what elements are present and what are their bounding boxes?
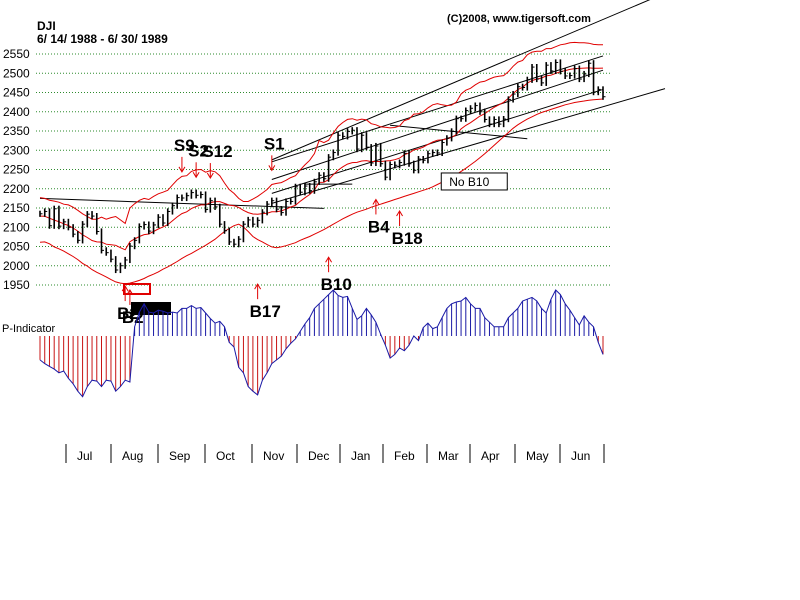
signal-arrowhead [206, 172, 214, 180]
y-tick-label: 2350 [3, 124, 30, 138]
no-b10-box [440, 172, 508, 191]
month-label: Oct [216, 449, 235, 463]
month-label: Aug [122, 449, 143, 463]
signal-label: B17 [250, 302, 281, 321]
chart-date-range: 6/ 14/ 1988 - 6/ 30/ 1989 [37, 32, 168, 46]
price-bars [39, 59, 606, 274]
signal-arrowhead [254, 283, 262, 290]
trading-bands [39, 41, 604, 285]
y-tick-label: 2500 [3, 66, 30, 80]
band-upper [39, 41, 603, 225]
y-tick-label: 2250 [3, 163, 30, 177]
signal-arrowhead [268, 165, 276, 172]
signal-label: S1 [264, 134, 285, 153]
y-tick-label: 2450 [3, 86, 30, 100]
y-tick-label: 1950 [3, 278, 30, 292]
month-label: Dec [308, 449, 329, 463]
month-label: Mar [438, 449, 459, 463]
channel-lower-extension [271, 88, 666, 204]
signal-arrowhead [192, 172, 200, 179]
signal-label: B18 [392, 229, 423, 248]
y-tick-label: 2200 [3, 182, 30, 196]
channel-upper-extension [271, 0, 651, 161]
p-indicator-histogram [39, 289, 604, 398]
month-label: May [526, 449, 549, 463]
month-label: Feb [394, 449, 415, 463]
channel-line-2 [271, 88, 604, 194]
month-label: Apr [481, 449, 500, 463]
b2-red-marker [123, 283, 151, 295]
y-tick-label: 2050 [3, 240, 30, 254]
y-tick-label: 2300 [3, 143, 30, 157]
y-tick-label: 2550 [3, 47, 30, 61]
band-midline [39, 67, 604, 251]
chart-symbol: DJI [37, 19, 56, 33]
price-gridlines [36, 53, 612, 286]
band-lower [39, 98, 604, 285]
signal-label: No B10 [449, 175, 489, 189]
signal-arrowhead [178, 166, 186, 173]
month-label: Jul [77, 449, 92, 463]
y-tick-label: 2400 [3, 105, 30, 119]
signal-label: S9 [174, 136, 195, 155]
copyright-notice: (C)2008, www.tigersoft.com [447, 13, 591, 25]
signal-arrowhead [396, 210, 403, 217]
signal-label: B4 [368, 217, 390, 236]
y-tick-label: 2000 [3, 259, 30, 273]
b2-overprint-block [131, 302, 171, 315]
channel-line-3 [271, 69, 604, 180]
signal-arrowhead [325, 256, 333, 263]
indicator-outline [39, 289, 604, 398]
month-label: Nov [263, 449, 284, 463]
signal-arrowhead [372, 198, 380, 205]
y-tick-label: 2100 [3, 220, 30, 234]
month-label: Sep [169, 449, 191, 463]
indicator-title: P-Indicator [2, 323, 56, 335]
month-label: Jun [571, 449, 590, 463]
signal-label: B10 [321, 275, 352, 294]
month-label: Jan [351, 449, 370, 463]
channel-line-1 [271, 55, 604, 163]
month-axis: Jul Aug Sep Oct Nov Dec Jan Feb Mar Apr May Jun [65, 444, 605, 463]
price-axis-labels: 1950 2000 2050 2100 2150 2200 2250 2300 2350 2400… [3, 47, 30, 292]
signal-label: S12 [202, 142, 232, 161]
signal-label: S2 [188, 141, 209, 160]
y-tick-label: 2150 [3, 201, 30, 215]
